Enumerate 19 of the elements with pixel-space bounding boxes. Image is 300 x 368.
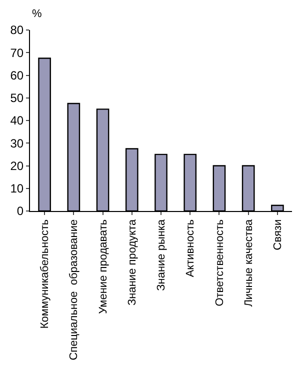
y-axis-title: % [32,8,42,20]
x-tick-label: Активность [184,219,197,278]
y-tick-label: 10 [10,182,24,196]
y-tick-label: 40 [10,114,24,128]
y-tick-label: 70 [10,46,24,60]
y-tick-label: 80 [10,23,24,38]
x-tick-label: Знание рынка [156,218,168,291]
x-tick-label: Ответственность [214,219,226,306]
x-tick-label: Личные качества [242,218,255,307]
y-tick-label: 60 [10,68,24,82]
y-tick-label: 50 [10,91,24,106]
x-tick-label: Знание продукта [126,218,138,306]
x-tick-label: Умение продавать [97,219,110,314]
x-tick-label: Коммуникабельность [39,219,52,329]
y-tick-label: 0 [16,204,24,218]
x-tick-label: Связи [272,219,284,250]
y-tick-label: 20 [10,158,24,173]
x-tick-label: Специальное образование [68,219,80,360]
y-tick-label: 30 [10,136,24,150]
